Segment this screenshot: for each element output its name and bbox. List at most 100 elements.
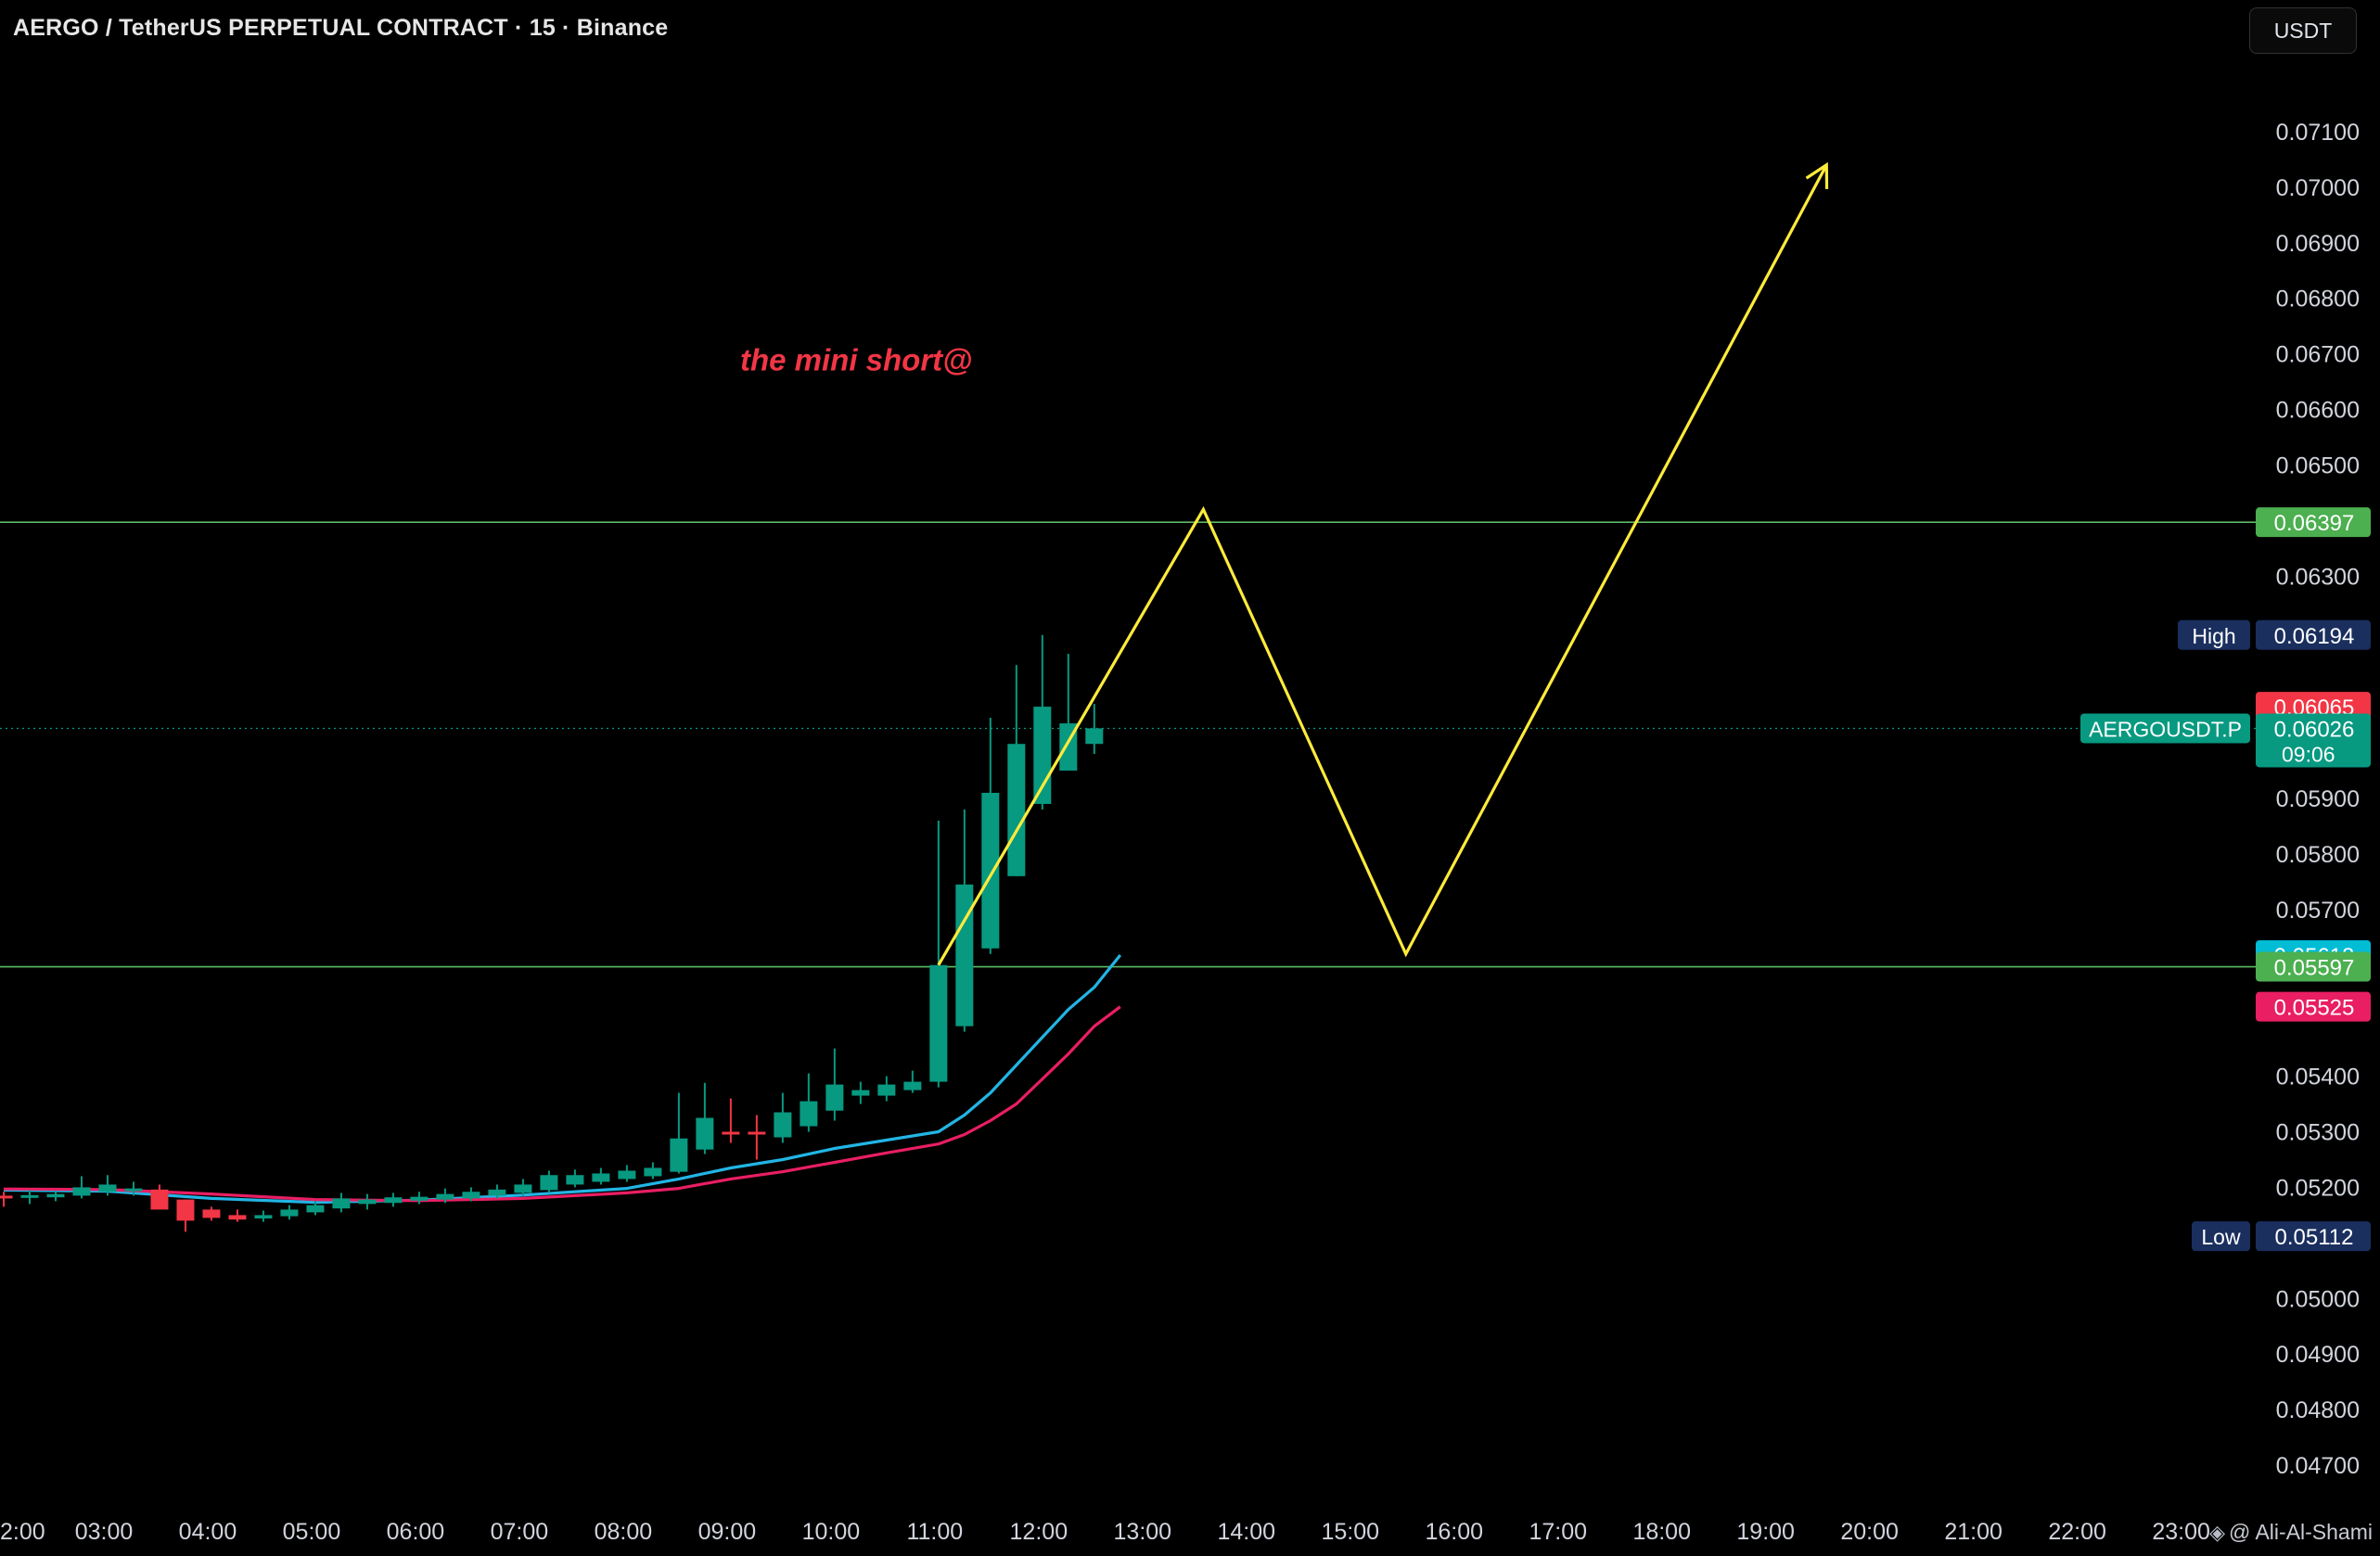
price-tick-label: 0.06800	[2276, 287, 2360, 312]
candle-body	[384, 1197, 403, 1204]
price-tick-label: 0.05400	[2276, 1065, 2360, 1090]
price-tick-label: 0.07000	[2276, 175, 2360, 201]
time-axis: 2:00 03:00 04:00 05:00 06:00 07:00 08:00 09:00 1…	[0, 1519, 2210, 1545]
price-tick-label: 0.05000	[2276, 1286, 2360, 1312]
time-tick-label: 09:00	[698, 1519, 757, 1545]
price-tick-label: 0.06700	[2276, 342, 2360, 368]
candle	[877, 1076, 896, 1102]
price-label: 0.06397	[2256, 507, 2371, 538]
time-tick-label: 13:00	[1114, 1519, 1172, 1545]
candle-body	[358, 1199, 377, 1205]
price-label-value: 0.05525	[2274, 996, 2355, 1021]
time-tick-label: 22:00	[2048, 1519, 2106, 1545]
candle-body	[280, 1209, 299, 1217]
price-label-value: 0.05597	[2274, 956, 2355, 981]
price-tick-label: 0.05200	[2276, 1175, 2360, 1201]
time-tick-label: 07:00	[491, 1519, 549, 1545]
candle	[280, 1205, 299, 1220]
time-tick-label: 06:00	[387, 1519, 445, 1545]
price-labels: 0.063970.06194High0.060650.0602609:06AER…	[2080, 507, 2371, 1252]
candle	[332, 1193, 351, 1213]
price-label-box	[2256, 619, 2371, 650]
price-label-prefix: High	[2192, 624, 2235, 648]
candle	[1033, 634, 1052, 810]
candle-body	[877, 1084, 896, 1096]
price-axis: 0.04700 0.04800 0.04900 0.05000 0.05200 0.053…	[2276, 120, 2360, 1479]
time-tick-label: 23:00	[2152, 1519, 2210, 1545]
price-tick-label: 0.04800	[2276, 1397, 2360, 1423]
candle	[20, 1190, 39, 1205]
candle-body	[644, 1167, 662, 1177]
price-label: 0.05525	[2256, 991, 2371, 1022]
candle	[748, 1115, 766, 1160]
time-tick-label: 16:00	[1425, 1519, 1483, 1545]
candle	[98, 1175, 117, 1196]
price-tick-label: 0.05800	[2276, 842, 2360, 868]
time-tick-label: 18:00	[1632, 1519, 1691, 1545]
price-tick-label: 0.06900	[2276, 231, 2360, 257]
price-tick-label: 0.06300	[2276, 564, 2360, 590]
candle-body	[748, 1131, 766, 1135]
candle	[1085, 704, 1104, 755]
candle-body	[722, 1131, 740, 1135]
candle-body	[800, 1101, 818, 1127]
price-label: 0.05597	[2256, 951, 2371, 982]
candle-body	[20, 1194, 39, 1198]
candle-body	[228, 1215, 247, 1220]
moving-averages	[3, 953, 1122, 1205]
projection-drawing[interactable]	[937, 161, 1829, 966]
candle	[488, 1184, 506, 1199]
candle	[592, 1167, 610, 1185]
candle-body	[488, 1189, 506, 1196]
candle-body	[150, 1189, 169, 1210]
price-tick-label: 0.06600	[2276, 398, 2360, 424]
price-label-prefix-box	[2178, 619, 2250, 650]
time-tick-label: 05:00	[283, 1519, 341, 1545]
candle	[618, 1165, 636, 1182]
currency-button[interactable]: USDT	[2249, 7, 2357, 54]
candle-body	[514, 1184, 532, 1193]
price-label-box	[2256, 713, 2371, 768]
time-tick-label: 21:00	[1944, 1519, 2003, 1545]
candle	[929, 820, 948, 1088]
candle-body	[929, 964, 948, 1082]
candle-body	[176, 1199, 195, 1221]
price-tick-label: 0.05900	[2276, 786, 2360, 812]
price-tick-label: 0.04700	[2276, 1453, 2360, 1479]
candle-body	[1085, 728, 1104, 745]
price-label-prefix: Low	[2201, 1225, 2241, 1249]
candle	[410, 1192, 429, 1205]
candle	[0, 1192, 13, 1207]
price-label-value: 0.06194	[2274, 624, 2355, 649]
horizontal-levels[interactable]	[0, 521, 2259, 968]
chart-annotation[interactable]: the mini short@	[740, 343, 972, 377]
candle	[851, 1081, 870, 1104]
candle-body	[410, 1196, 429, 1201]
candle	[176, 1199, 195, 1232]
time-tick-label: 19:00	[1736, 1519, 1795, 1545]
candle	[228, 1209, 247, 1222]
price-label-box	[2256, 951, 2371, 982]
candle	[903, 1070, 922, 1093]
price-label-value: 0.06397	[2274, 511, 2355, 536]
price-label-box	[2256, 991, 2371, 1022]
candle	[358, 1193, 377, 1210]
countdown-label: 09:06	[2282, 742, 2335, 766]
time-tick-label: 04:00	[179, 1519, 237, 1545]
candle	[670, 1092, 688, 1174]
price-label-prefix-box	[2192, 1221, 2250, 1252]
candle	[462, 1187, 480, 1202]
time-tick-label: 11:00	[906, 1519, 963, 1545]
candle	[825, 1048, 844, 1121]
candle-body	[696, 1117, 714, 1150]
candle-body	[462, 1192, 480, 1199]
candle-body	[981, 792, 1000, 949]
author-watermark: ◈ @ Ali-Al-Shami	[2209, 1520, 2373, 1545]
candle	[436, 1188, 454, 1204]
candle	[254, 1210, 273, 1222]
projection-path	[937, 164, 1828, 966]
candle	[124, 1181, 143, 1196]
time-tick-label: 08:00	[595, 1519, 653, 1545]
candle-body	[851, 1090, 870, 1096]
